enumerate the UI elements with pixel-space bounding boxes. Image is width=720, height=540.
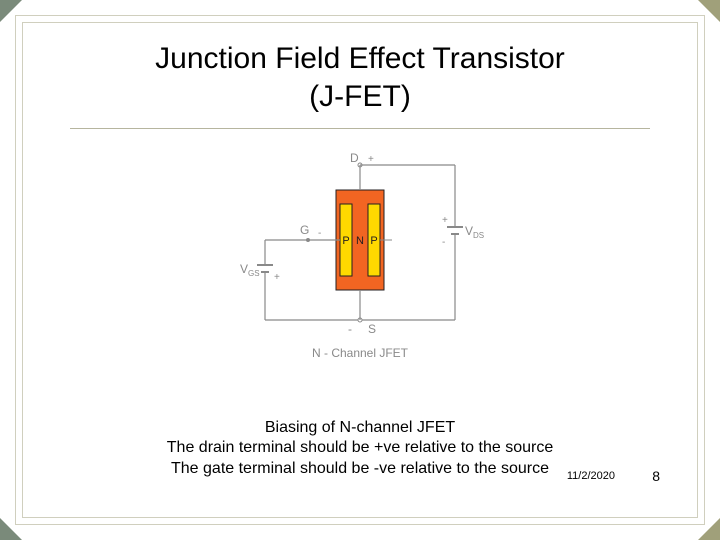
jfet-svg: PNPD+S-G-VGS+VDS+-N - Channel JFET — [230, 145, 490, 375]
caption-line2: The drain terminal should be +ve relativ… — [0, 438, 720, 459]
svg-text:+: + — [368, 154, 374, 165]
svg-text:-: - — [318, 228, 321, 239]
svg-text:N - Channel JFET: N - Channel JFET — [312, 346, 409, 360]
svg-text:-: - — [348, 322, 352, 336]
corner-tl-icon — [0, 0, 22, 22]
slide: Junction Field Effect Transistor (J-FET)… — [0, 0, 720, 540]
page-title: Junction Field Effect Transistor (J-FET) — [0, 40, 720, 115]
date-label: 11/2/2020 — [567, 470, 615, 482]
jfet-diagram: PNPD+S-G-VGS+VDS+-N - Channel JFET — [0, 145, 720, 375]
corner-tr-icon — [698, 0, 720, 22]
svg-text:P: P — [342, 235, 349, 247]
title-underline — [70, 128, 650, 129]
svg-text:G: G — [300, 223, 309, 237]
svg-text:+: + — [442, 215, 448, 226]
svg-text:D: D — [350, 151, 359, 165]
svg-text:+: + — [274, 272, 280, 283]
title-line1: Junction Field Effect Transistor — [155, 42, 565, 75]
svg-text:S: S — [368, 322, 376, 336]
corner-br-icon — [698, 518, 720, 540]
svg-text:VGS: VGS — [240, 262, 260, 278]
svg-text:-: - — [442, 237, 445, 248]
corner-bl-icon — [0, 518, 22, 540]
caption-line1: Biasing of N-channel JFET — [0, 418, 720, 439]
title-line2: (J-FET) — [309, 80, 411, 113]
svg-text:N: N — [356, 235, 364, 247]
svg-text:VDS: VDS — [465, 224, 484, 240]
page-number: 8 — [652, 468, 660, 484]
svg-text:P: P — [370, 235, 377, 247]
